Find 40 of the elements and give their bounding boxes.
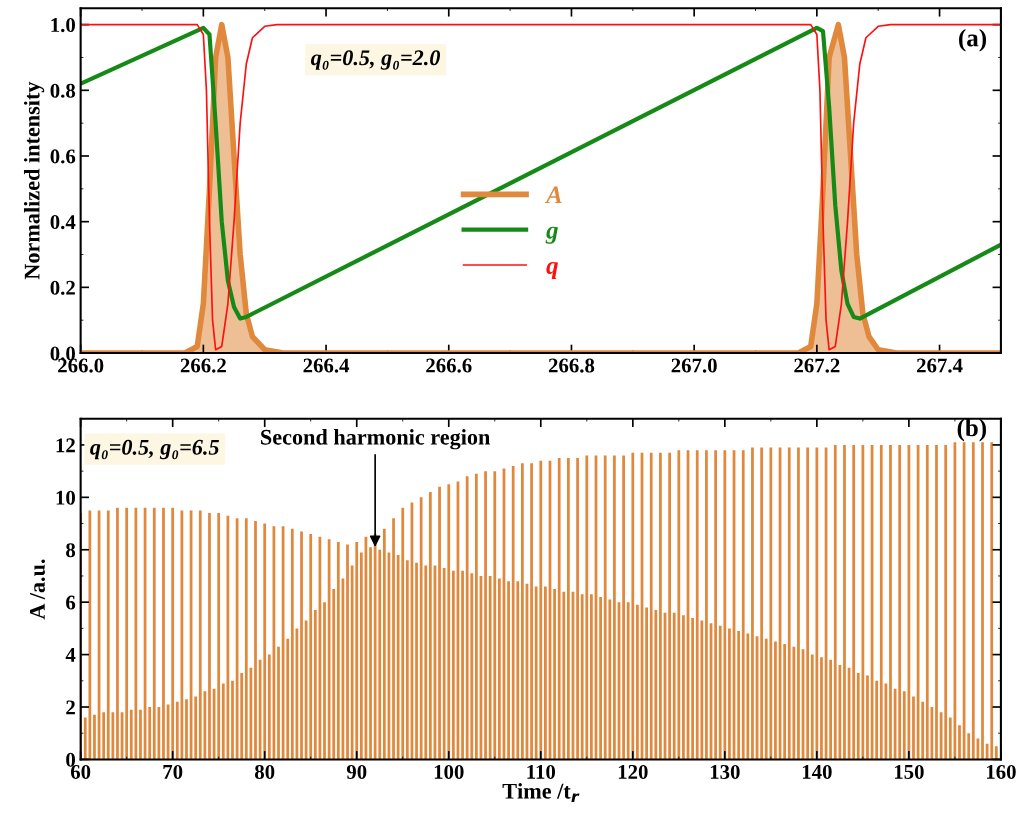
x-tick-label: 267.0 xyxy=(671,358,717,373)
y-tick-label: 0.6 xyxy=(50,149,76,164)
x-tick-label: 130 xyxy=(710,764,740,779)
x-axis-title: Time /t$_{r}$ xyxy=(502,783,580,803)
annotation: (b) xyxy=(957,418,987,442)
x-tick-label: 267.4 xyxy=(917,358,963,373)
x-tick-label: 120 xyxy=(618,764,648,779)
legend-label: q xyxy=(546,261,558,280)
x-tick-label: 160 xyxy=(986,764,1016,779)
x-tick-label: 266.4 xyxy=(303,358,350,373)
annotation: (a) xyxy=(959,28,987,52)
x-tick-label: 110 xyxy=(527,764,556,779)
y-axis-title: A /a.u. xyxy=(30,559,45,620)
x-tick-label: 80 xyxy=(254,764,275,779)
y-axis-title: Normalized intensity xyxy=(23,81,45,280)
x-tick-label: 150 xyxy=(894,764,924,779)
y-tick-label: 10 xyxy=(56,490,75,505)
y-tick-label: 6 xyxy=(66,595,76,610)
y-tick-label: 0.2 xyxy=(50,280,75,295)
x-tick-label: 90 xyxy=(346,764,367,779)
x-tick-label: 266.8 xyxy=(548,358,595,373)
y-tick-label: 0.8 xyxy=(50,83,76,98)
x-tick-label: 100 xyxy=(434,764,464,779)
y-tick-label: 0 xyxy=(66,752,75,767)
y-tick-label: 4 xyxy=(65,648,76,662)
x-tick-label: 140 xyxy=(802,764,832,779)
x-tick-label: 266.6 xyxy=(426,358,472,373)
legend-label: g xyxy=(545,226,558,244)
y-tick-label: 8 xyxy=(66,543,76,558)
y-tick-label: 2 xyxy=(66,700,75,715)
annotation: Second harmonic region xyxy=(261,429,491,450)
y-tick-label: 0.4 xyxy=(50,215,76,230)
legend-label: A xyxy=(544,186,562,204)
annotation: q₀=0.5, g₀=6.5 xyxy=(90,439,219,460)
y-tick-label: 12 xyxy=(56,438,75,453)
x-tick-label: 267.2 xyxy=(794,358,840,373)
annotation: q₀=0.5, g₀=2.0 xyxy=(311,50,441,70)
x-tick-label: 70 xyxy=(163,764,183,779)
y-tick-label: 1.0 xyxy=(51,18,75,33)
x-tick-label: 266.2 xyxy=(180,358,226,373)
